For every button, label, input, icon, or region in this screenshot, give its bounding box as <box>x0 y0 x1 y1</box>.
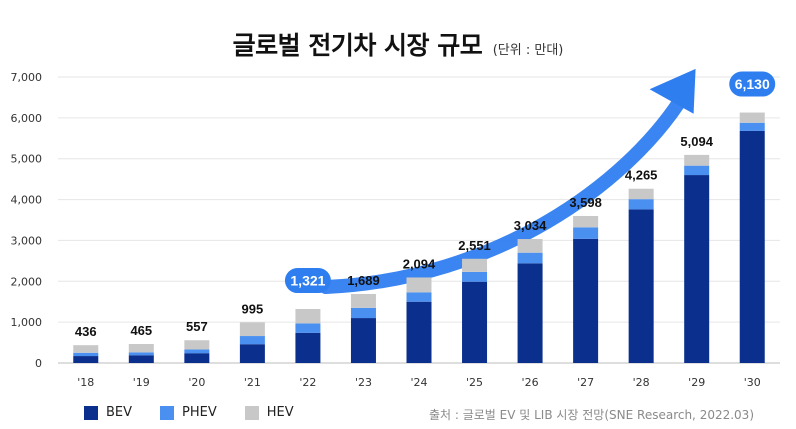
bar-phev <box>128 352 154 356</box>
bar-bev <box>573 238 599 363</box>
y-tick-label: 5,000 <box>11 153 43 166</box>
y-tick-label: 1,000 <box>11 316 43 329</box>
total-label-badge <box>284 268 331 294</box>
x-tick-label: '18 <box>77 376 94 389</box>
x-tick-label: '29 <box>688 376 705 389</box>
growth-arrow-shaft <box>318 94 687 295</box>
total-label-badge <box>729 71 776 97</box>
chart-header: 글로벌 전기차 시장 규모 (단위 : 만대) <box>0 26 796 62</box>
bar-bev <box>406 301 432 363</box>
chart-unit: (단위 : 만대) <box>492 43 564 58</box>
legend-item-bev: BEV <box>84 405 132 420</box>
bar-hev <box>573 215 599 228</box>
total-label: 3,034 <box>514 218 547 233</box>
total-label: 3,598 <box>569 195 602 210</box>
legend-item-hev: HEV <box>244 405 294 420</box>
x-tick-label: '19 <box>133 376 150 389</box>
bar-bev <box>628 209 654 363</box>
growth-arrow-head <box>649 68 696 114</box>
bar-bev <box>462 281 488 363</box>
total-label: 436 <box>75 324 97 339</box>
bar-phev <box>350 307 376 319</box>
legend-label-phev: PHEV <box>182 405 217 420</box>
bar-phev <box>406 292 432 302</box>
bar-bev <box>128 355 154 363</box>
total-label: 557 <box>186 319 208 334</box>
x-tick-label: '21 <box>244 376 261 389</box>
total-label: 6,130 <box>735 76 770 92</box>
y-tick-label: 7,000 <box>11 71 43 84</box>
bar-phev <box>573 227 599 239</box>
bar-bev <box>184 353 210 363</box>
y-tick-label: 2,000 <box>11 275 43 288</box>
total-label: 2,551 <box>458 238 491 253</box>
source-note: 출처 : 글로벌 EV 및 LIB 시장 전망(SNE Research, 20… <box>428 408 754 422</box>
legend-label-hev: HEV <box>266 405 294 420</box>
bar-hev <box>684 154 710 166</box>
bar-phev <box>628 199 654 210</box>
bar-hev <box>628 188 654 200</box>
x-tick-label: '20 <box>188 376 205 389</box>
bar-phev <box>184 349 210 354</box>
legend-item-phev: PHEV <box>160 405 217 420</box>
legend-swatch-bev <box>84 405 98 420</box>
total-label: 1,321 <box>290 273 325 289</box>
bar-bev <box>350 318 376 363</box>
bar-phev <box>462 271 488 282</box>
x-tick-label: '25 <box>466 376 483 389</box>
total-label: 465 <box>130 323 152 338</box>
bar-bev <box>684 175 710 363</box>
bar-hev <box>184 340 210 350</box>
bar-phev <box>295 323 321 333</box>
x-tick-label: '24 <box>410 376 427 389</box>
bar-hev <box>350 293 376 308</box>
bar-phev <box>239 336 265 345</box>
bar-bev <box>295 332 321 363</box>
bar-hev <box>739 112 765 123</box>
total-label: 2,094 <box>403 256 436 271</box>
bar-hev <box>128 344 154 353</box>
y-tick-label: 4,000 <box>11 194 43 207</box>
bar-hev <box>406 277 432 293</box>
bar-bev <box>739 130 765 363</box>
legend-swatch-hev <box>244 405 259 420</box>
total-label: 4,265 <box>625 168 658 183</box>
y-tick-label: 0 <box>35 357 42 370</box>
bar-bev <box>73 356 99 363</box>
bar-bev <box>239 344 265 363</box>
legend-swatch-phev <box>160 405 175 420</box>
x-tick-label: '28 <box>633 376 650 389</box>
bar-hev <box>517 239 543 253</box>
x-tick-label: '30 <box>744 376 761 389</box>
total-label: 995 <box>242 301 264 316</box>
legend-label-bev: BEV <box>106 405 133 420</box>
bar-phev <box>684 165 710 176</box>
total-label: 5,094 <box>680 134 713 149</box>
bar-phev <box>73 352 99 357</box>
x-tick-label: '22 <box>299 376 316 389</box>
bar-hev <box>295 309 321 324</box>
y-tick-label: 3,000 <box>11 234 43 247</box>
y-tick-label: 6,000 <box>11 112 43 125</box>
chart-legend: BEV PHEV HEV <box>84 405 294 420</box>
bar-bev <box>517 263 543 363</box>
x-tick-label: '23 <box>355 376 372 389</box>
chart-title: 글로벌 전기차 시장 규모 <box>232 31 483 60</box>
x-tick-label: '26 <box>522 376 539 389</box>
total-label: 1,689 <box>347 273 380 288</box>
bar-hev <box>239 322 265 337</box>
bar-phev <box>517 252 543 264</box>
bar-hev <box>462 258 488 272</box>
x-tick-label: '27 <box>577 376 594 389</box>
bar-hev <box>73 345 99 353</box>
bar-phev <box>739 122 765 131</box>
